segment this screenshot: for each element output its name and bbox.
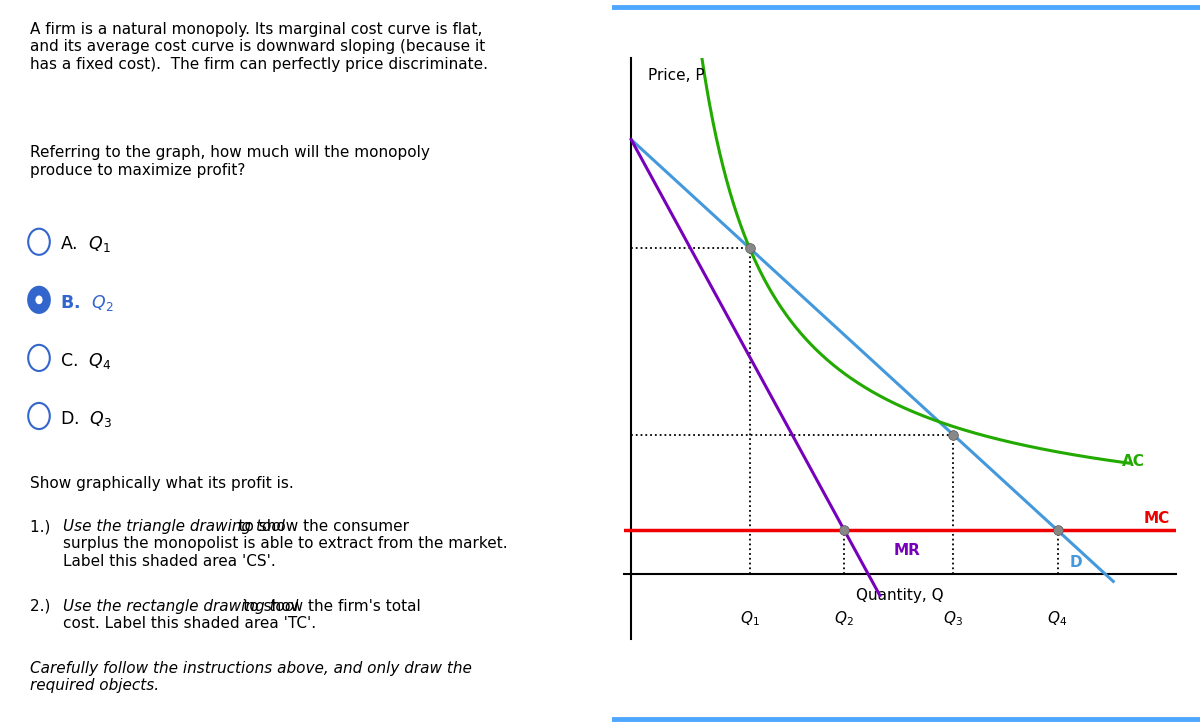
Text: C.  $Q_4$: C. $Q_4$ — [60, 351, 112, 371]
Text: MR: MR — [894, 543, 920, 558]
Text: MC: MC — [1144, 511, 1170, 526]
Text: AC: AC — [1122, 454, 1145, 469]
X-axis label: Quantity, Q: Quantity, Q — [856, 587, 944, 603]
Text: $Q_4$: $Q_4$ — [1048, 610, 1068, 628]
Text: Show graphically what its profit is.: Show graphically what its profit is. — [30, 476, 294, 491]
Text: D: D — [1069, 555, 1082, 570]
Text: $Q_1$: $Q_1$ — [739, 610, 760, 628]
Text: 1.): 1.) — [30, 519, 55, 534]
Text: B.  $Q_2$: B. $Q_2$ — [60, 293, 114, 313]
Text: A.  $Q_1$: A. $Q_1$ — [60, 234, 110, 255]
Text: Use the triangle drawing tool: Use the triangle drawing tool — [64, 519, 286, 534]
Text: to show the consumer
surplus the monopolist is able to extract from the market.
: to show the consumer surplus the monopol… — [64, 519, 508, 569]
Text: Referring to the graph, how much will the monopoly
produce to maximize profit?: Referring to the graph, how much will th… — [30, 145, 430, 178]
Text: to show the firm's total
cost. Label this shaded area 'TC'.: to show the firm's total cost. Label thi… — [64, 599, 421, 632]
Text: D.  $Q_3$: D. $Q_3$ — [60, 409, 113, 429]
Text: Price, P: Price, P — [648, 68, 704, 83]
Text: Carefully follow the instructions above, and only draw the
required objects.: Carefully follow the instructions above,… — [30, 661, 472, 693]
Text: Use the rectangle drawing tool: Use the rectangle drawing tool — [64, 599, 299, 614]
Text: $Q_3$: $Q_3$ — [943, 610, 964, 628]
Text: 2.): 2.) — [30, 599, 55, 614]
Text: A firm is a natural monopoly. Its marginal cost curve is flat,
and its average c: A firm is a natural monopoly. Its margin… — [30, 22, 488, 72]
Text: $Q_2$: $Q_2$ — [834, 610, 854, 628]
Circle shape — [36, 295, 43, 304]
Circle shape — [29, 287, 50, 313]
